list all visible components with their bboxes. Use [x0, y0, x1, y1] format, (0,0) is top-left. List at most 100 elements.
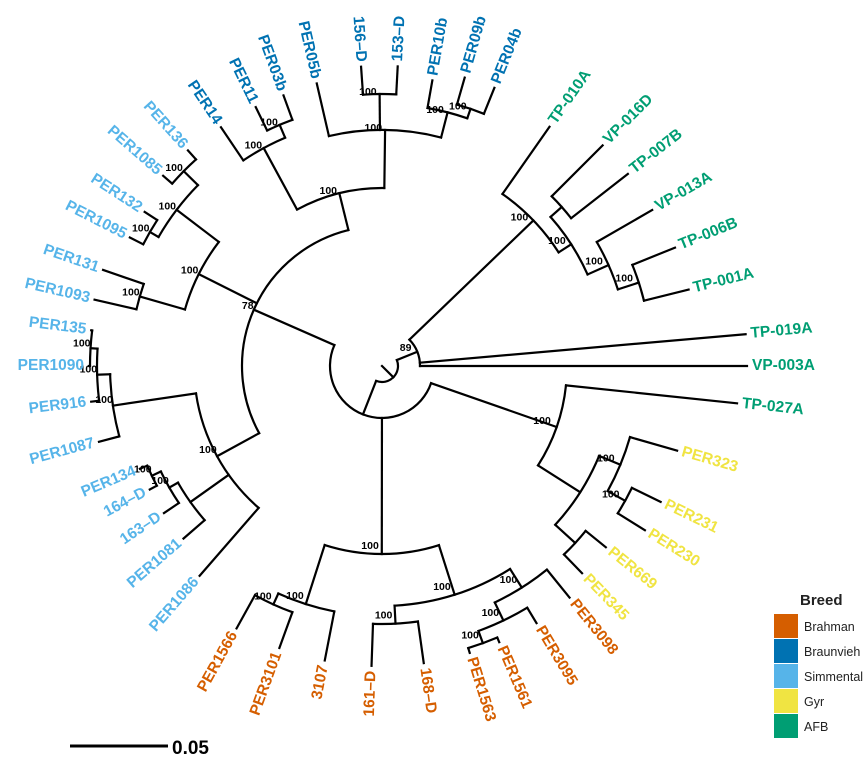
radial-branch	[407, 218, 535, 342]
tip-label: VP-013A	[652, 168, 715, 214]
tip-label: PER05b	[295, 19, 325, 80]
tip-branch	[500, 125, 552, 196]
tip-label: VP-003A	[752, 357, 815, 374]
tip-label: PER323	[680, 443, 741, 475]
tip-branch	[235, 593, 257, 630]
tip-label: 153–D	[389, 15, 408, 62]
tip-branch	[418, 332, 747, 364]
support-value: 100	[134, 463, 152, 475]
support-value: 100	[500, 574, 518, 586]
radial-branch	[150, 470, 163, 478]
tip-branch	[466, 646, 472, 655]
tip-branch	[370, 622, 375, 667]
legend-label: Simmental	[804, 670, 863, 684]
tip-branch	[642, 288, 690, 303]
radial-branch	[536, 463, 582, 494]
legend-label: Gyr	[804, 695, 824, 709]
radial-branch	[361, 379, 378, 416]
tip-branch	[564, 384, 739, 405]
support-value: 100	[245, 140, 263, 152]
scale-bar-label: 0.05	[172, 738, 209, 759]
tip-label: PER1563	[463, 655, 499, 724]
support-value: 100	[365, 122, 383, 134]
radial-branch	[380, 364, 395, 379]
tip-branch	[550, 143, 605, 198]
tip-branch	[495, 636, 501, 644]
legend-swatch	[774, 639, 798, 663]
support-value: 100	[181, 264, 199, 276]
radial-branch	[271, 592, 280, 606]
tip-branch	[101, 268, 146, 286]
support-value: 100	[449, 101, 467, 113]
radial-branch	[252, 308, 336, 347]
radial-branch	[493, 601, 505, 622]
tip-label: PER231	[662, 496, 722, 537]
tip-label: 3107	[308, 664, 331, 701]
support-values: 1001001001008910010010010010010010010010…	[73, 86, 633, 641]
tip-branch	[595, 208, 654, 244]
tip-branch	[569, 172, 630, 220]
tip-label: VP-016D	[600, 91, 657, 148]
radial-branch	[606, 489, 627, 503]
radial-branch	[548, 205, 564, 219]
radial-branch	[597, 454, 622, 467]
tip-label: 168–D	[416, 667, 439, 715]
radial-branch	[304, 543, 327, 606]
support-value: 100	[165, 162, 183, 174]
tip-label: 161–D	[361, 671, 380, 717]
radial-branch	[148, 230, 161, 239]
tip-branch	[616, 511, 647, 532]
tip-branch	[584, 529, 608, 549]
tip-branch	[138, 464, 149, 471]
tip-label: PER1566	[194, 628, 241, 695]
support-value: 100	[602, 488, 620, 500]
tip-label: PER11	[225, 55, 262, 106]
tip-label: 163–D	[117, 508, 164, 548]
tip-label: PER14	[184, 77, 226, 128]
radial-branch	[393, 604, 397, 625]
support-value: 100	[533, 415, 551, 427]
radial-branch	[508, 567, 524, 590]
tip-branch	[426, 79, 434, 110]
radial-branch	[197, 272, 259, 305]
legend-title: Breed	[800, 592, 843, 609]
tip-branch	[630, 486, 663, 504]
support-value: 100	[254, 591, 272, 603]
legend-label: AFB	[804, 720, 828, 734]
radial-branch	[138, 295, 187, 311]
tip-label: PER1093	[23, 275, 92, 307]
support-value: 100	[433, 581, 451, 593]
legend-swatch	[774, 614, 798, 638]
support-value: 100	[597, 453, 615, 465]
support-value: 100	[132, 223, 150, 235]
tip-label: TP-006B	[676, 214, 740, 253]
tip-label: 156–D	[349, 16, 369, 63]
radial-branch	[437, 543, 457, 597]
radial-branch	[395, 350, 419, 362]
scale-bar: 0.05	[70, 738, 209, 759]
support-value: 100	[122, 286, 140, 298]
support-value: 78	[242, 300, 254, 312]
tip-branch	[455, 76, 467, 106]
tip-label: PER04b	[488, 26, 526, 87]
tip-branch	[181, 518, 207, 541]
tip-label: PER669	[605, 543, 661, 593]
legend-label: Brahman	[804, 620, 855, 634]
tip-branch	[148, 484, 159, 491]
tip-label: PER135	[28, 314, 88, 338]
radial-branch	[215, 431, 261, 458]
radial-branch	[111, 392, 198, 407]
support-value: 100	[361, 540, 379, 552]
legend-swatch	[774, 664, 798, 688]
tip-label: PER131	[41, 241, 101, 276]
tip-branch	[359, 65, 365, 96]
radial-branch	[429, 381, 559, 429]
tip-label: TP-010A	[545, 67, 595, 128]
legend-swatch	[774, 714, 798, 738]
tip-branch	[416, 620, 425, 665]
radial-branch	[465, 107, 472, 120]
radial-branch	[383, 128, 387, 190]
support-value: 100	[151, 475, 169, 487]
tip-label: PER136	[140, 98, 192, 153]
